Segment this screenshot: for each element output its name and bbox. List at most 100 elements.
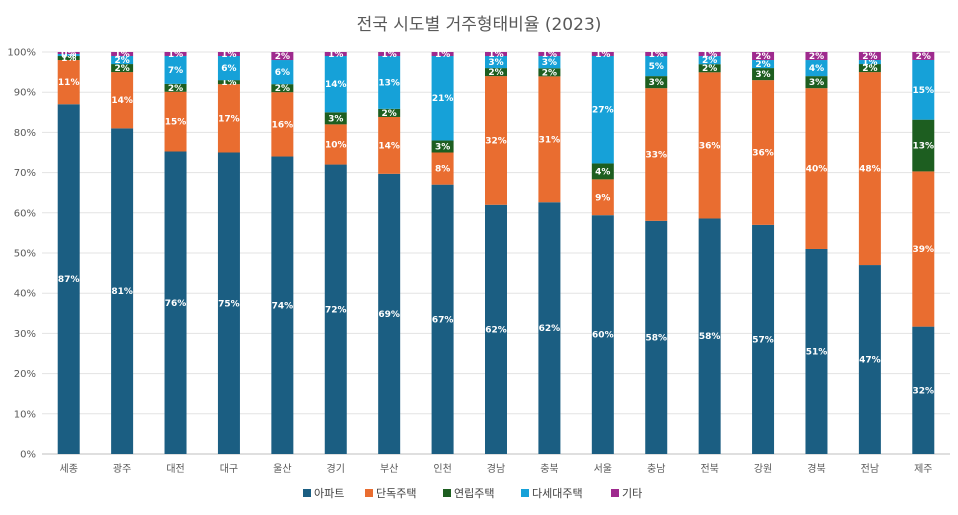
bar-segment — [217, 56, 240, 81]
bar-segment — [591, 55, 614, 164]
data-label: 2% — [702, 64, 717, 74]
bar-segment — [378, 52, 401, 57]
data-label: 2% — [862, 64, 877, 74]
bar-segment — [431, 56, 454, 141]
x-tick-label: 광주 — [113, 463, 131, 475]
data-label: 3% — [542, 58, 557, 68]
legend-swatch — [303, 489, 311, 497]
bar-segment — [912, 59, 935, 120]
y-tick-label: 50% — [14, 249, 36, 260]
data-label: 2% — [275, 52, 290, 62]
bar-segment — [378, 116, 401, 174]
bar-segment — [858, 52, 881, 61]
data-label: 1% — [702, 50, 717, 60]
bar-segment — [858, 64, 881, 73]
y-tick-label: 90% — [14, 88, 36, 99]
data-label: 2% — [114, 56, 129, 66]
x-tick-label: 경남 — [487, 462, 505, 475]
data-label: 3% — [328, 114, 343, 124]
x-tick-label: 충북 — [540, 463, 558, 475]
data-label: 2% — [809, 52, 824, 62]
legend-swatch — [521, 489, 529, 497]
bar-segment — [698, 52, 721, 57]
bar-segment — [912, 119, 935, 172]
bar-segment — [698, 218, 721, 454]
bar-segment — [111, 72, 134, 129]
data-label: 17% — [218, 114, 240, 124]
data-label: 1% — [382, 50, 397, 60]
data-label: 58% — [645, 333, 667, 343]
bar-segment — [645, 56, 668, 77]
bar-segment — [645, 52, 668, 57]
bar-segment — [805, 52, 828, 61]
data-label: 2% — [702, 56, 717, 66]
bar-segment — [111, 52, 134, 57]
bar-segment — [217, 84, 240, 153]
data-label: 6% — [221, 64, 236, 74]
data-label: 2% — [755, 60, 770, 70]
y-tick-label: 70% — [14, 168, 36, 179]
chart-title: 전국 시도별 거주형태비율 (2023) — [356, 15, 602, 35]
bar-segment — [164, 91, 187, 152]
bar-segment — [912, 326, 935, 454]
bar-segment — [271, 60, 294, 85]
bar-segment — [57, 56, 80, 61]
data-label: 2% — [755, 52, 770, 62]
data-label: 1% — [488, 50, 503, 60]
bar-segment — [645, 220, 668, 454]
y-tick-label: 100% — [7, 48, 36, 59]
data-label: 1% — [61, 54, 76, 64]
bar-segment — [805, 76, 828, 89]
bar-segment — [858, 265, 881, 454]
data-label: 4% — [595, 167, 610, 177]
x-tick-label: 전북 — [700, 463, 718, 475]
x-tick-label: 전남 — [861, 463, 879, 475]
bar-segment — [271, 52, 294, 61]
data-label: 51% — [806, 347, 828, 357]
bar-segment — [111, 64, 134, 73]
data-label: 2% — [916, 52, 931, 62]
bar-segment — [431, 152, 454, 185]
bar-segment — [217, 152, 240, 454]
data-label: 1% — [221, 78, 236, 88]
x-tick-label: 대구 — [220, 463, 238, 475]
data-label: 36% — [699, 141, 721, 151]
bar-segment — [485, 68, 507, 77]
data-label: 14% — [111, 96, 133, 106]
y-tick-label: 30% — [14, 329, 36, 340]
legend-swatch — [365, 489, 373, 497]
bar-segment — [431, 52, 454, 57]
data-label: 2% — [114, 64, 129, 74]
bar-segment — [378, 108, 401, 117]
data-label: 5% — [649, 62, 664, 72]
bar-segment — [538, 76, 561, 203]
data-label: 48% — [859, 165, 881, 175]
data-label: 58% — [699, 332, 721, 342]
legend-swatch — [443, 489, 451, 497]
bar-segment — [591, 179, 614, 216]
data-label: 62% — [539, 324, 561, 334]
data-label: 69% — [378, 310, 400, 320]
bar-segment — [485, 76, 507, 205]
data-label: 1% — [114, 50, 129, 60]
data-label: 76% — [165, 299, 187, 309]
bar-segment — [645, 76, 668, 89]
x-tick-label: 세종 — [60, 463, 78, 475]
data-label: 3% — [649, 78, 664, 88]
bar-segment — [858, 72, 881, 266]
data-label: 32% — [913, 386, 935, 396]
data-label: 2% — [168, 84, 183, 94]
data-label: 13% — [378, 78, 400, 88]
bar-segment — [324, 124, 347, 165]
bar-segment — [111, 56, 134, 65]
bar-segment — [271, 84, 294, 93]
x-tick-label: 충남 — [647, 463, 665, 475]
bar-segment — [164, 52, 187, 56]
x-tick-label: 부산 — [380, 463, 398, 475]
bar-segment — [57, 54, 80, 57]
data-label: 3% — [435, 142, 450, 152]
bar-segment — [698, 56, 721, 65]
bar-segment — [271, 156, 294, 454]
data-label: 1% — [168, 50, 183, 60]
x-tick-label: 경기 — [327, 462, 345, 475]
